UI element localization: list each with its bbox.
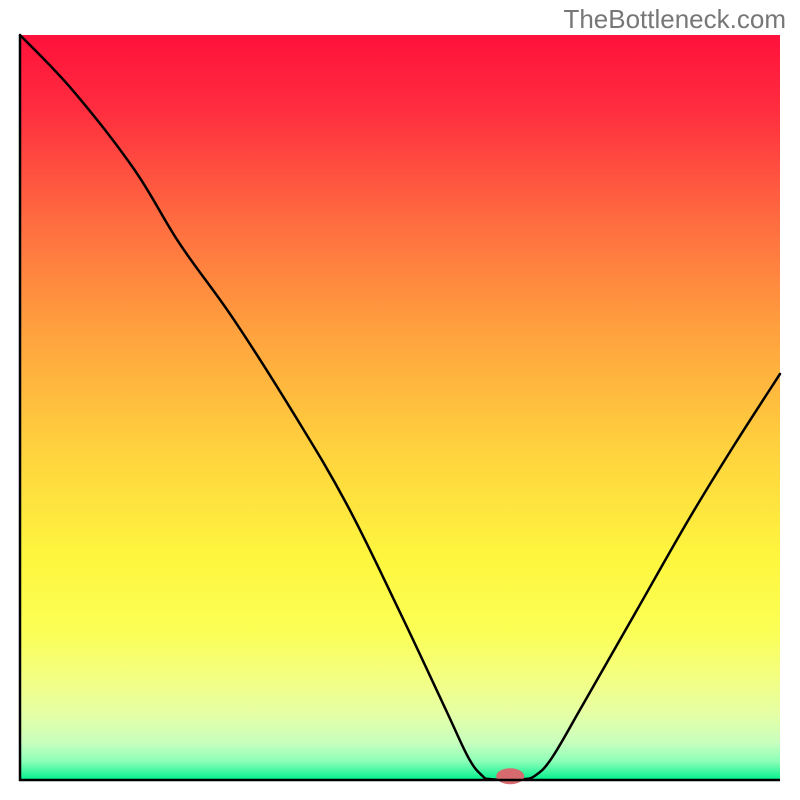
bottleneck-chart [0, 0, 800, 800]
optimal-marker [496, 768, 524, 784]
gradient-background [20, 35, 780, 780]
chart-container: TheBottleneck.com [0, 0, 800, 800]
watermark-text: TheBottleneck.com [563, 4, 786, 35]
